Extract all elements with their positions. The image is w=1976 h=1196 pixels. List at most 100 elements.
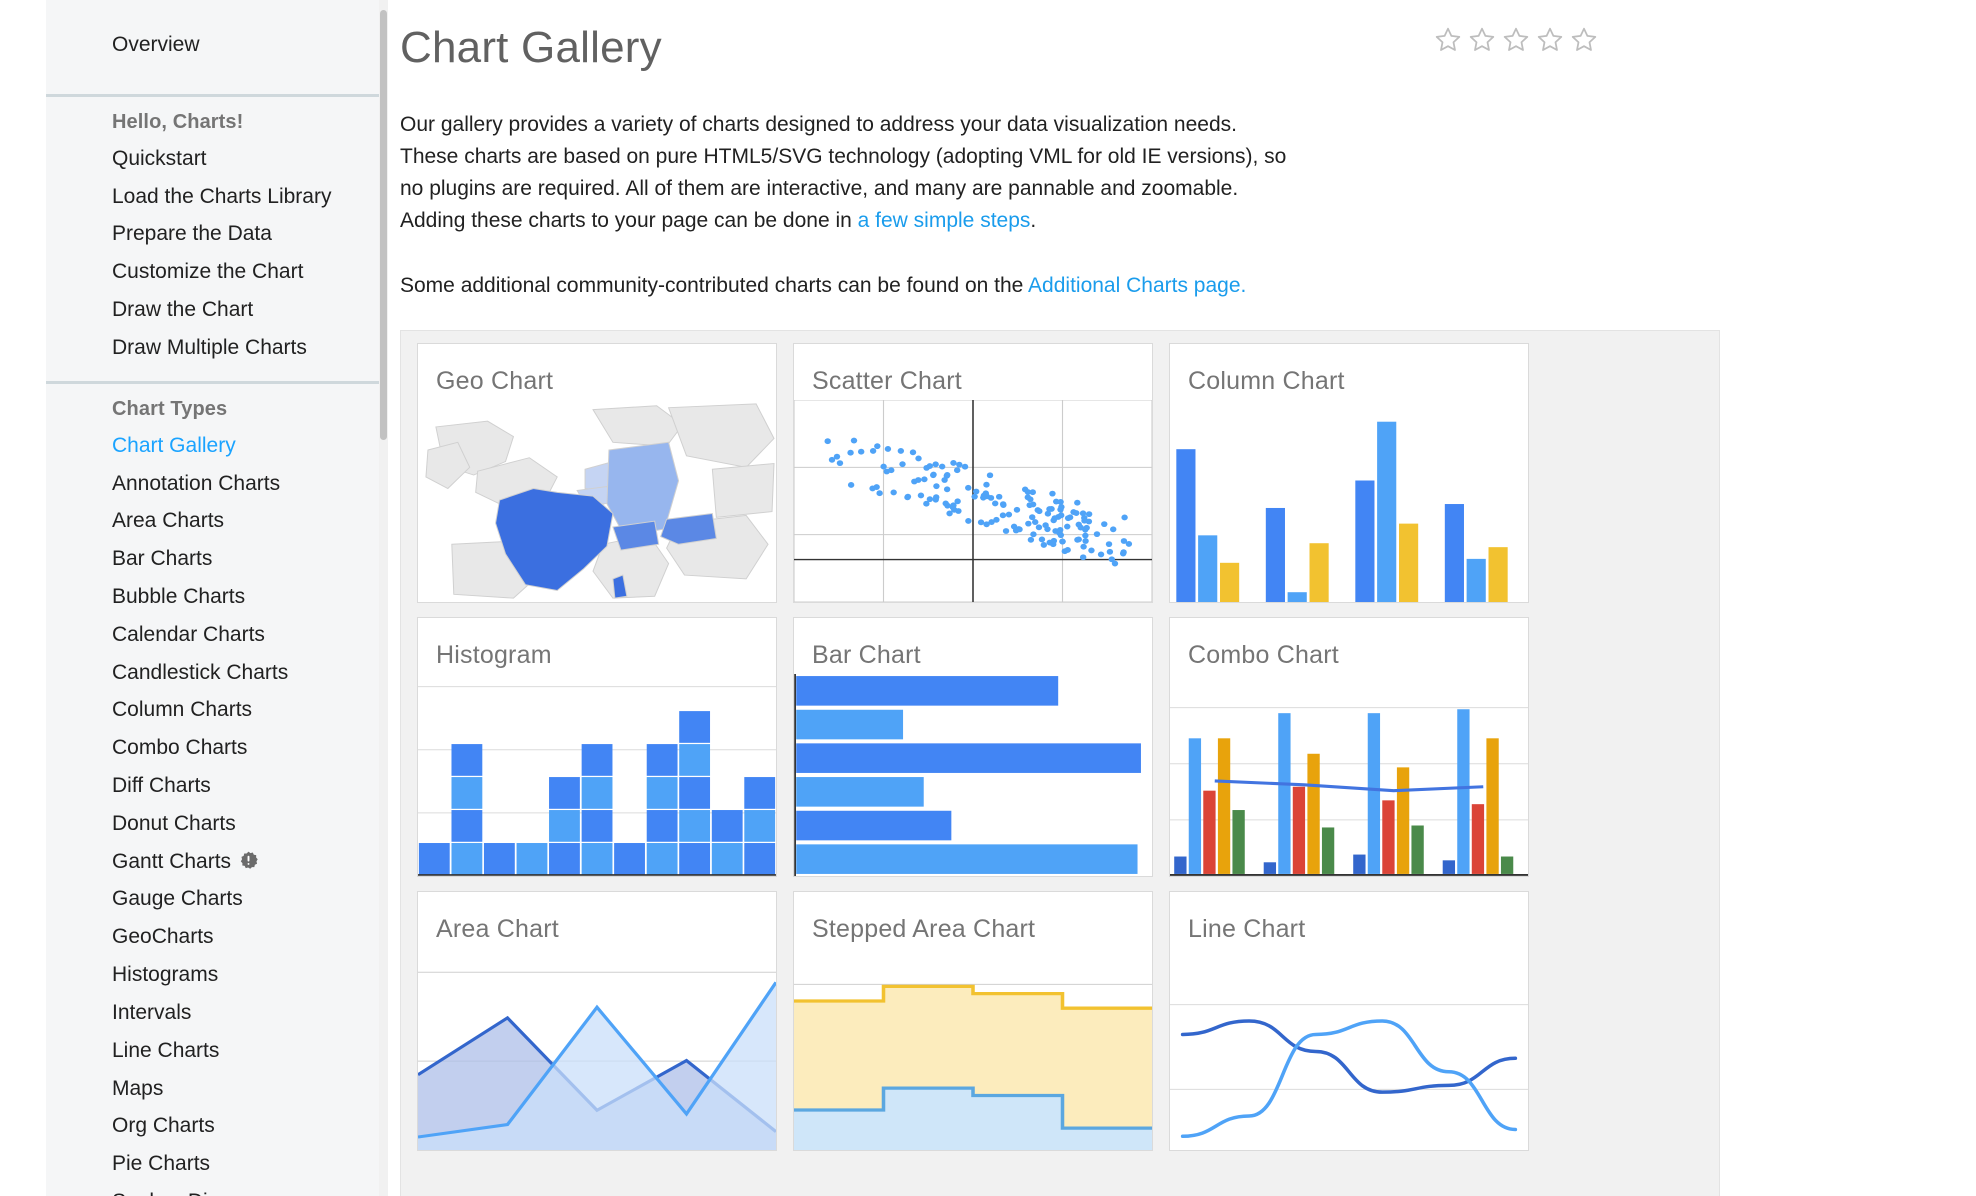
- sidebar-item-label: Prepare the Data: [112, 222, 272, 246]
- chart-card-area-chart[interactable]: Area Chart: [417, 891, 777, 1152]
- chart-card-title: Histogram: [436, 641, 552, 670]
- chart-card-title: Scatter Chart: [812, 367, 962, 396]
- main-content: Chart Gallery Our gallery provides a var…: [388, 0, 1976, 1196]
- sidebar-item-overview[interactable]: Overview: [46, 30, 388, 80]
- sidebar-item-label: Gantt Charts: [112, 849, 232, 873]
- sidebar-item-org-charts[interactable]: Org Charts: [46, 1107, 388, 1145]
- star-outline-icon[interactable]: [1502, 26, 1530, 54]
- chart-thumbnail-stepped-area-chart: [794, 948, 1152, 1151]
- chart-thumbnail-combo-chart: [1170, 674, 1528, 877]
- sidebar-item-load-the-charts-library[interactable]: Load the Charts Library: [46, 178, 388, 216]
- gallery-cell: Scatter Chart: [793, 343, 1153, 604]
- sidebar-item-intervals[interactable]: Intervals: [46, 994, 388, 1032]
- sidebar-item-bar-charts[interactable]: Bar Charts: [46, 540, 388, 578]
- gallery-cell: Bar Chart: [793, 617, 1153, 878]
- sidebar-nav: Overview Hello, Charts! Quickstart Load the…: [46, 0, 388, 1196]
- sidebar-item-diff-charts[interactable]: Diff Charts: [46, 767, 388, 805]
- sidebar-item-label: Customize the Chart: [112, 260, 304, 284]
- gallery-row: Geo Chart Scatter Chart Column Chart: [401, 343, 1719, 604]
- sidebar-item-label: Maps: [112, 1076, 164, 1100]
- gallery-row: Area Chart Stepped Area Chart Line Chart: [401, 891, 1719, 1152]
- chart-thumbnail-geo-chart: [418, 400, 776, 603]
- sidebar-item-label: Draw Multiple Charts: [112, 335, 307, 359]
- sidebar-item-label: Bubble Charts: [112, 584, 246, 608]
- chart-card-combo-chart[interactable]: Combo Chart: [1169, 617, 1529, 878]
- chart-card-column-chart[interactable]: Column Chart: [1169, 343, 1529, 604]
- sidebar-item-label: Quickstart: [112, 146, 207, 170]
- star-outline-icon[interactable]: [1468, 26, 1496, 54]
- chart-card-title: Area Chart: [436, 915, 559, 944]
- sidebar-item-maps[interactable]: Maps: [46, 1070, 388, 1108]
- sidebar-item-label: Combo Charts: [112, 736, 248, 760]
- sidebar-item-calendar-charts[interactable]: Calendar Charts: [46, 616, 388, 654]
- chart-card-title: Column Chart: [1188, 367, 1345, 396]
- intro-text-2a: Some additional community-contributed ch…: [400, 274, 1029, 298]
- simple-steps-link[interactable]: a few simple steps: [857, 208, 1031, 232]
- star-outline-icon[interactable]: [1434, 26, 1462, 54]
- sidebar-item-customize-the-chart[interactable]: Customize the Chart: [46, 253, 388, 291]
- sidebar-item-label: Column Charts: [112, 698, 253, 722]
- chart-card-histogram-chart[interactable]: Histogram: [417, 617, 777, 878]
- chart-card-line-chart[interactable]: Line Chart: [1169, 891, 1529, 1152]
- sidebar-item-draw-multiple-charts[interactable]: Draw Multiple Charts: [46, 329, 388, 367]
- chart-card-title: Line Chart: [1188, 915, 1306, 944]
- sidebar-item-label: Load the Charts Library: [112, 184, 332, 208]
- chart-card-stepped-area-chart[interactable]: Stepped Area Chart: [793, 891, 1153, 1152]
- sidebar-item-label: Line Charts: [112, 1038, 220, 1062]
- gallery-cell: Line Chart: [1169, 891, 1529, 1152]
- sidebar-item-label: Sankey Diagrams: [112, 1190, 278, 1196]
- chart-thumbnail-scatter-chart: [794, 400, 1152, 603]
- sidebar-item-annotation-charts[interactable]: Annotation Charts: [46, 465, 388, 503]
- intro-paragraph-2: Some additional community-contributed ch…: [400, 270, 1300, 302]
- sidebar-item-column-charts[interactable]: Column Charts: [46, 691, 388, 729]
- sidebar-item-sankey-diagrams[interactable]: Sankey Diagrams: [46, 1183, 388, 1196]
- sidebar-item-prepare-the-data[interactable]: Prepare the Data: [46, 215, 388, 253]
- chart-card-scatter-chart[interactable]: Scatter Chart: [793, 343, 1153, 604]
- sidebar-item-histograms[interactable]: Histograms: [46, 956, 388, 994]
- intro-paragraph-1: Our gallery provides a variety of charts…: [400, 109, 1300, 237]
- sidebar-item-area-charts[interactable]: Area Charts: [46, 502, 388, 540]
- intro-text-1a: Our gallery provides a variety of charts…: [400, 112, 1287, 232]
- sidebar-item-gantt-charts[interactable]: Gantt Charts: [46, 843, 388, 881]
- sidebar-item-donut-charts[interactable]: Donut Charts: [46, 805, 388, 843]
- sidebar-scrollbar-thumb[interactable]: [380, 10, 387, 440]
- sidebar-item-geocharts[interactable]: GeoCharts: [46, 918, 388, 956]
- sidebar-group-hello-charts-group: Hello, Charts! Quickstart Load the Charts …: [46, 97, 388, 384]
- sidebar-item-combo-charts[interactable]: Combo Charts: [46, 729, 388, 767]
- gallery-cell: Histogram: [417, 617, 777, 878]
- sidebar-heading: Hello, Charts!: [112, 110, 244, 133]
- gallery-cell: Stepped Area Chart: [793, 891, 1153, 1152]
- star-outline-icon[interactable]: [1536, 26, 1564, 54]
- gallery-cell: Area Chart: [417, 891, 777, 1152]
- gallery-cell: Combo Chart: [1169, 617, 1529, 878]
- sidebar-item-label: Overview: [112, 33, 200, 56]
- sidebar-item-label: Calendar Charts: [112, 622, 265, 646]
- sidebar-item-pie-charts[interactable]: Pie Charts: [46, 1145, 388, 1183]
- sidebar-item-label: Area Charts: [112, 509, 225, 533]
- sidebar-item-gauge-charts[interactable]: Gauge Charts: [46, 880, 388, 918]
- sidebar-item-label: Chart Gallery: [112, 433, 236, 457]
- sidebar-item-label: Org Charts: [112, 1114, 215, 1138]
- chart-card-title: Bar Chart: [812, 641, 921, 670]
- sidebar-item-label: GeoCharts: [112, 925, 214, 949]
- star-outline-icon[interactable]: [1570, 26, 1598, 54]
- sidebar-region: Overview Hello, Charts! Quickstart Load the…: [0, 0, 388, 1196]
- chart-card-title: Stepped Area Chart: [812, 915, 1036, 944]
- sidebar-scrollbar-track[interactable]: [379, 0, 388, 1196]
- sidebar-item-chart-gallery[interactable]: Chart Gallery: [46, 427, 388, 465]
- sidebar-item-label: Diff Charts: [112, 774, 211, 797]
- chart-thumbnail-column-chart: [1170, 400, 1528, 603]
- additional-charts-link[interactable]: Additional Charts page.: [1028, 274, 1247, 298]
- chart-thumbnail-line-chart: [1170, 948, 1528, 1151]
- sidebar-item-candlestick-charts[interactable]: Candlestick Charts: [46, 654, 388, 692]
- rating-stars[interactable]: [1434, 26, 1598, 54]
- sidebar-item-quickstart[interactable]: Quickstart: [46, 140, 388, 178]
- chart-card-geo-chart[interactable]: Geo Chart: [417, 343, 777, 604]
- chart-card-bar-chart[interactable]: Bar Chart: [793, 617, 1153, 878]
- sidebar-item-bubble-charts[interactable]: Bubble Charts: [46, 578, 388, 616]
- gallery-row: Histogram Bar Chart Combo Chart: [401, 617, 1719, 878]
- intro-text-1b: .: [1030, 208, 1037, 232]
- sidebar-item-draw-the-chart[interactable]: Draw the Chart: [46, 291, 388, 329]
- sidebar-item-line-charts[interactable]: Line Charts: [46, 1032, 388, 1070]
